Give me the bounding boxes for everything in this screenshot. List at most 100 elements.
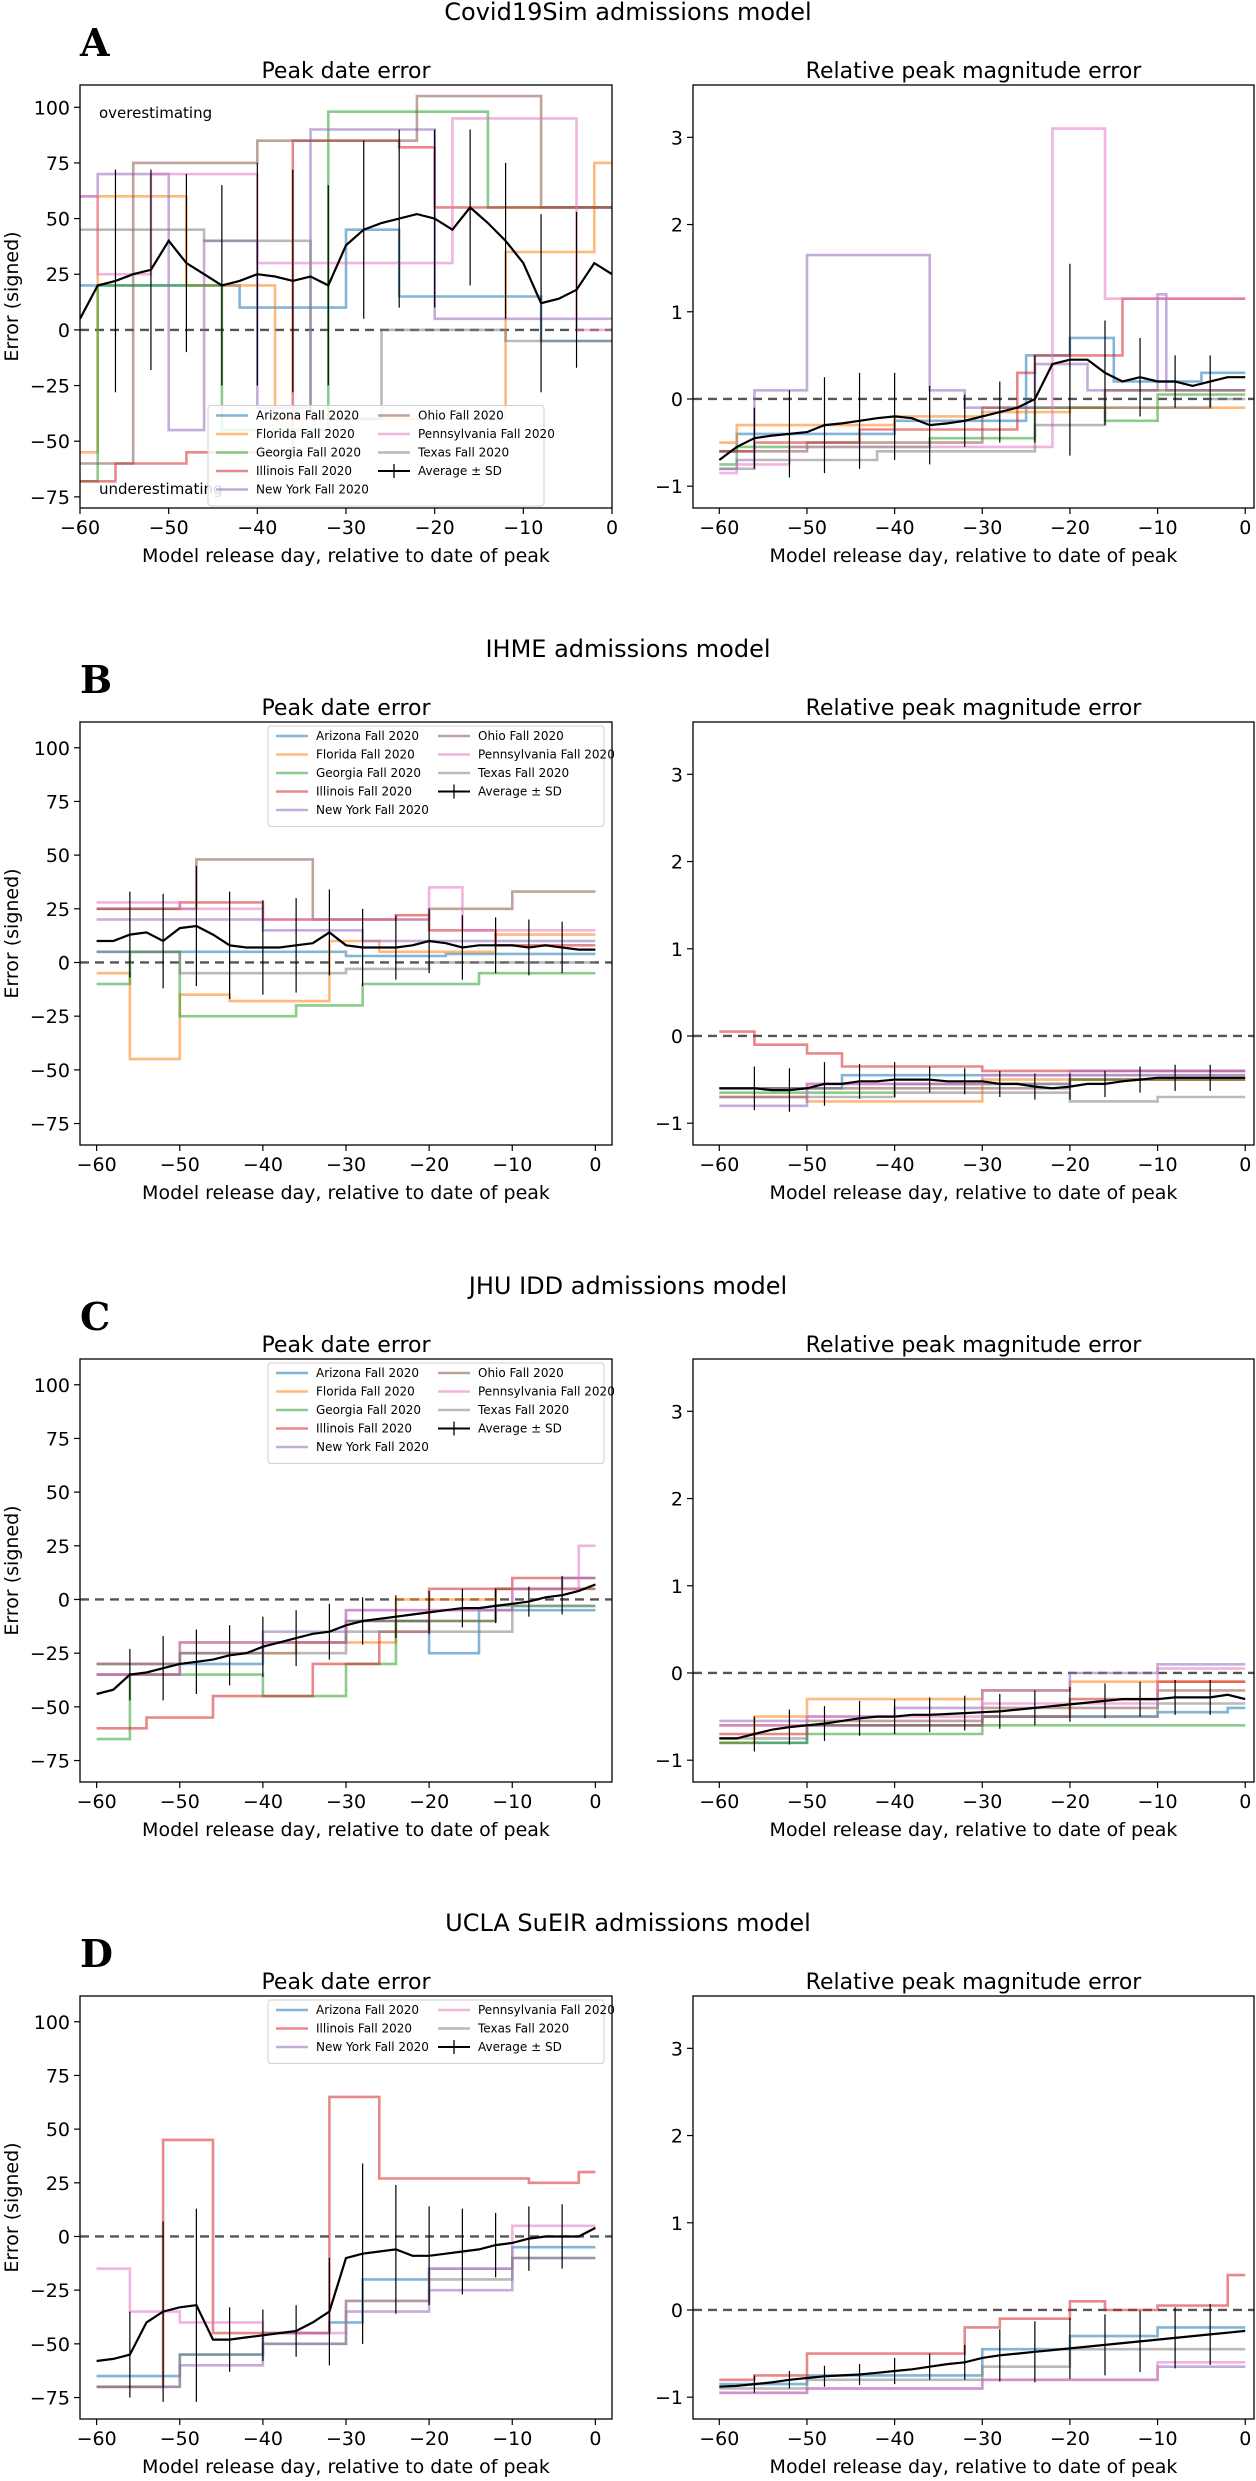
x-tick-label: −20: [1050, 517, 1090, 539]
x-tick-label: −30: [962, 2428, 1002, 2450]
x-tick-label: −50: [160, 1154, 200, 1176]
legend-label: Ohio Fall 2020: [418, 409, 504, 423]
y-tick-label: 50: [46, 1482, 70, 1504]
x-tick-label: −40: [243, 1791, 283, 1813]
y-tick-label: 3: [671, 2038, 683, 2060]
figure-a: A Covid19Sim admissions model Peak date er…: [1, 0, 1255, 567]
figure-title: UCLA SuEIR admissions model: [445, 1909, 811, 1937]
legend-label: Average ± SD: [478, 2040, 562, 2054]
legend-item-florida-fall-2020: Florida Fall 2020: [276, 1385, 415, 1399]
y-tick-label: 75: [46, 791, 70, 813]
legend-label: Georgia Fall 2020: [256, 446, 361, 460]
x-tick-label: −60: [699, 1154, 739, 1176]
x-tick-label: −20: [1050, 1154, 1090, 1176]
x-axis-label: Model release day, relative to date of p…: [770, 1182, 1178, 1204]
y-tick-label: 75: [46, 2065, 70, 2087]
legend-item-average-sd: Average ± SD: [438, 784, 562, 799]
y-tick-label: 1: [671, 302, 683, 324]
series-line-texas-fall-2020: [96, 2256, 596, 2389]
legend-item-georgia-fall-2020: Georgia Fall 2020: [216, 446, 361, 460]
x-tick-label: −30: [326, 1791, 366, 1813]
legend-item-new-york-fall-2020: New York Fall 2020: [216, 483, 369, 497]
series-line-florida-fall-2020: [96, 933, 596, 1061]
legend-label: Texas Fall 2020: [477, 2022, 569, 2036]
axes-frame: [692, 84, 1255, 509]
series-average-line: [719, 1076, 1246, 1092]
y-tick-label: 0: [671, 2300, 683, 2322]
legend-item-new-york-fall-2020: New York Fall 2020: [276, 803, 429, 817]
x-tick-label: −10: [1138, 1791, 1178, 1813]
legend-label: Arizona Fall 2020: [316, 2003, 419, 2017]
y-tick-label: 1: [671, 1576, 683, 1598]
y-tick-label: 50: [46, 845, 70, 867]
y-tick-label: −25: [30, 1643, 70, 1665]
legend-box: [267, 725, 605, 827]
x-tick-label: −30: [962, 1154, 1002, 1176]
y-tick-label: 25: [46, 1536, 70, 1558]
series-average-line: [96, 1583, 596, 1696]
legend-item-pennsylvania-fall-2020: Pennsylvania Fall 2020: [378, 427, 555, 441]
y-tick-label: −25: [30, 376, 70, 398]
y-tick-label: 25: [46, 264, 70, 286]
legend-label: Pennsylvania Fall 2020: [478, 1385, 615, 1399]
legend-item-illinois-fall-2020: Illinois Fall 2020: [276, 2022, 412, 2036]
legend-label: Illinois Fall 2020: [316, 1422, 412, 1436]
legend-item-texas-fall-2020: Texas Fall 2020: [438, 1403, 569, 1417]
panel-letter: D: [80, 1931, 113, 1976]
y-tick-label: 100: [34, 1375, 70, 1397]
legend-box: [267, 1999, 605, 2064]
x-tick-label: −50: [787, 1154, 827, 1176]
x-tick-label: −10: [503, 517, 543, 539]
x-tick-label: 0: [1239, 517, 1251, 539]
x-tick-label: 0: [1239, 2428, 1251, 2450]
y-tick-label: 0: [58, 2226, 70, 2248]
x-axis-label: Model release day, relative to date of p…: [142, 1819, 550, 1841]
legend-label: Average ± SD: [478, 1422, 562, 1436]
chart-panel-relative-peak-magnitude-error: Relative peak magnitude error −60 −50 −40 −3…: [655, 696, 1255, 1204]
x-tick-label: −20: [1050, 2428, 1090, 2450]
y-tick-label: −1: [655, 476, 683, 498]
legend-item-arizona-fall-2020: Arizona Fall 2020: [276, 729, 419, 743]
y-tick-label: 100: [34, 2012, 70, 2034]
chart-panel-peak-date-error: Peak date error −60 −50 −40 −30 −20 −10 0 −75 −50…: [1, 696, 615, 1204]
x-tick-label: −10: [492, 2428, 532, 2450]
x-tick-label: −60: [60, 517, 100, 539]
x-tick-label: −60: [77, 1791, 117, 1813]
x-tick-label: 0: [1239, 1791, 1251, 1813]
series-line-illinois-fall-2020: [719, 2273, 1246, 2382]
legend: Arizona Fall 2020 Illinois Fall 2020 New Y…: [267, 1999, 615, 2064]
x-tick-label: −40: [875, 517, 915, 539]
series-average-line: [96, 2226, 596, 2363]
legend-label: Illinois Fall 2020: [316, 2022, 412, 2036]
legend-item-florida-fall-2020: Florida Fall 2020: [216, 427, 355, 441]
x-axis-label: Model release day, relative to date of p…: [770, 545, 1178, 567]
series-average-line: [96, 924, 596, 951]
y-tick-label: −75: [30, 2388, 70, 2410]
figure-b: B IHME admissions model Peak date error −60…: [1, 635, 1255, 1204]
figure-title: IHME admissions model: [485, 635, 770, 663]
y-tick-label: −75: [30, 1751, 70, 1773]
x-tick-label: −30: [962, 517, 1002, 539]
y-tick-label: −1: [655, 1750, 683, 1772]
x-tick-label: −60: [77, 2428, 117, 2450]
legend-label: Texas Fall 2020: [477, 1403, 569, 1417]
series-group: [96, 858, 596, 1061]
legend-item-ohio-fall-2020: Ohio Fall 2020: [378, 409, 504, 423]
series-group: [96, 1544, 596, 1741]
y-tick-label: 75: [46, 1428, 70, 1450]
x-tick-label: −20: [409, 1791, 449, 1813]
series-average-line: [718, 358, 1246, 461]
axes-frame: [692, 1995, 1255, 2420]
legend-item-arizona-fall-2020: Arizona Fall 2020: [216, 409, 359, 423]
legend-item-new-york-fall-2020: New York Fall 2020: [276, 1440, 429, 1454]
legend: Arizona Fall 2020 Florida Fall 2020 Georgi…: [267, 1362, 615, 1464]
legend-label: New York Fall 2020: [316, 2040, 429, 2054]
series-line-texas-fall-2020: [96, 1604, 596, 1666]
panel-letter: A: [79, 20, 110, 65]
x-tick-label: −40: [875, 2428, 915, 2450]
figure-title: JHU IDD admissions model: [467, 1272, 787, 1300]
axes-frame: [692, 1358, 1255, 1783]
x-tick-label: −10: [1138, 1154, 1178, 1176]
y-tick-label: 75: [46, 153, 70, 175]
